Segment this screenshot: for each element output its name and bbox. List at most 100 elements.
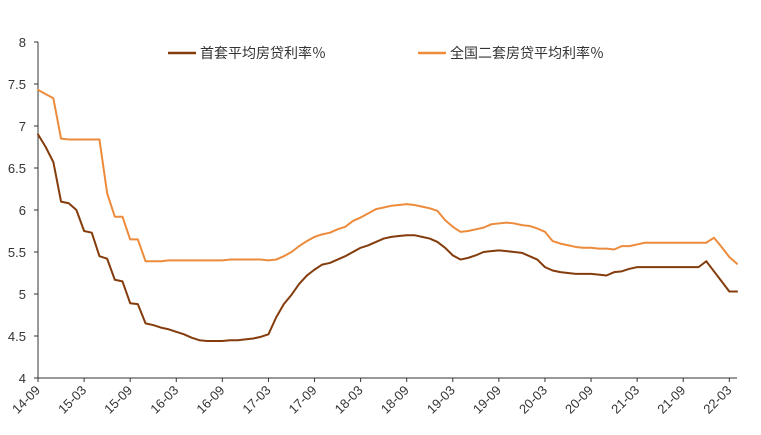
- data-point: [659, 242, 661, 244]
- data-point: [444, 247, 446, 249]
- x-tick-label: 18-03: [332, 383, 366, 417]
- data-point: [713, 237, 715, 239]
- data-point: [636, 266, 638, 268]
- y-tick-label: 4: [19, 371, 26, 386]
- data-point: [621, 270, 623, 272]
- data-point: [98, 255, 101, 257]
- data-point: [367, 244, 369, 246]
- data-point: [244, 258, 246, 261]
- data-point: [375, 208, 377, 210]
- data-point: [329, 262, 331, 264]
- data-point: [313, 269, 316, 271]
- data-point: [436, 210, 439, 212]
- data-point: [406, 234, 408, 236]
- x-tick-label: 20-09: [562, 383, 596, 417]
- data-point: [267, 259, 270, 261]
- data-point: [298, 245, 300, 247]
- data-point: [482, 251, 485, 253]
- data-point: [68, 202, 70, 204]
- data-point: [198, 259, 200, 261]
- data-point: [398, 204, 400, 206]
- data-point: [114, 216, 116, 218]
- data-point: [267, 333, 270, 335]
- data-point: [106, 192, 108, 194]
- data-point: [713, 270, 715, 272]
- data-point: [682, 242, 684, 244]
- data-point: [260, 258, 262, 261]
- data-point: [68, 138, 70, 141]
- y-axis: 4 4.5 5 5.5 6 6.5 7 7.5 8: [8, 35, 39, 386]
- data-point: [52, 161, 54, 163]
- data-point: [198, 339, 200, 341]
- data-point: [613, 248, 615, 251]
- y-tick-label: 7.5: [8, 77, 26, 92]
- legend-item-1: 全国二套房贷平均利率％: [418, 45, 604, 62]
- data-point: [367, 212, 369, 214]
- data-point: [667, 266, 669, 268]
- x-tick-label: 22-03: [700, 383, 734, 417]
- data-point: [191, 337, 193, 339]
- y-tick-label: 6: [19, 203, 26, 218]
- data-point: [75, 138, 78, 141]
- data-point: [721, 246, 723, 248]
- data-point: [498, 222, 500, 225]
- data-point: [628, 245, 631, 247]
- data-point: [736, 290, 738, 293]
- data-point: [275, 316, 277, 319]
- data-point: [60, 138, 62, 140]
- data-point: [98, 138, 101, 141]
- data-point: [129, 238, 131, 240]
- plot-area: [37, 88, 738, 343]
- data-point: [106, 258, 108, 260]
- data-point: [582, 273, 584, 275]
- data-point: [360, 216, 362, 219]
- y-tick-label: 5: [19, 287, 26, 302]
- data-point: [352, 220, 354, 222]
- data-point: [475, 254, 477, 256]
- y-tick-label: 6.5: [8, 161, 26, 176]
- data-point: [321, 264, 323, 266]
- data-point: [290, 251, 293, 253]
- data-point: [244, 338, 246, 340]
- data-point: [321, 233, 323, 235]
- x-tick-label: 17-09: [286, 383, 320, 417]
- x-axis: 14-09 15-03 15-09 16-03 16-09 17-03 17-09 18-03…: [9, 377, 737, 417]
- data-point: [559, 271, 561, 273]
- data-point: [75, 209, 78, 211]
- data-point: [129, 302, 131, 304]
- data-point: [467, 257, 469, 259]
- data-point: [598, 274, 600, 276]
- data-point: [160, 327, 162, 329]
- data-point: [613, 271, 615, 273]
- data-point: [183, 333, 185, 335]
- data-point: [398, 235, 400, 237]
- data-point: [160, 260, 162, 262]
- data-point: [306, 240, 308, 242]
- data-point: [183, 259, 185, 261]
- data-point: [121, 216, 124, 218]
- data-point: [536, 227, 538, 230]
- data-point: [206, 259, 208, 261]
- data-point: [390, 236, 392, 238]
- data-point: [482, 227, 485, 229]
- data-point: [736, 263, 738, 265]
- legend-item-0: 首套平均房贷利率％: [168, 45, 326, 62]
- data-point: [644, 242, 646, 244]
- data-point: [505, 250, 508, 252]
- data-point: [659, 266, 661, 268]
- data-point: [475, 228, 477, 230]
- data-point: [459, 231, 462, 233]
- data-point: [544, 231, 546, 233]
- data-point: [605, 248, 608, 250]
- data-point: [459, 258, 462, 261]
- data-point: [490, 223, 492, 225]
- data-point: [252, 337, 254, 340]
- data-point: [152, 324, 154, 326]
- data-point: [521, 252, 523, 254]
- series-1: [37, 88, 738, 265]
- x-tick-label: 16-03: [147, 383, 181, 417]
- data-point: [137, 238, 139, 240]
- data-point: [582, 247, 584, 249]
- data-point: [575, 273, 577, 275]
- data-point: [705, 242, 707, 244]
